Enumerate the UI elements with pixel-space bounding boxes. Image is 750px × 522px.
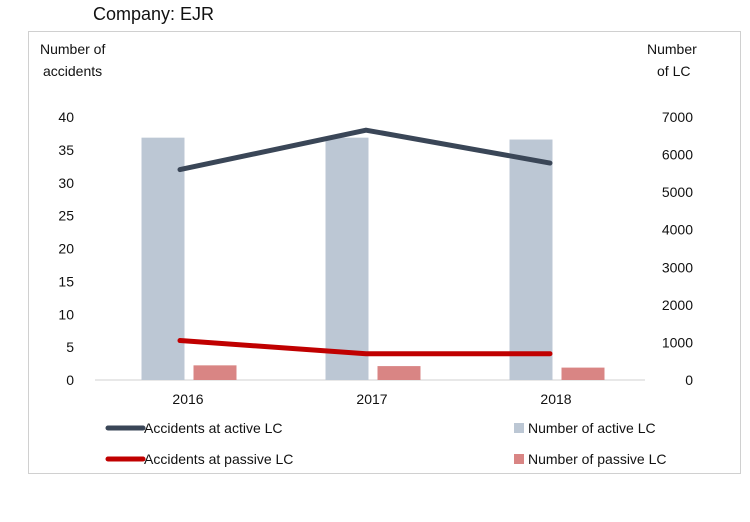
- company-title: Company: EJR: [93, 4, 215, 24]
- x-tick-label: 2018: [540, 391, 571, 407]
- right-tick-label: 4000: [662, 222, 693, 238]
- line-accidents-passive-lc: [177, 338, 553, 357]
- left-tick-label: 0: [66, 372, 74, 388]
- left-tick-label: 20: [58, 241, 74, 257]
- left-tick-label: 15: [58, 273, 74, 289]
- chart-frame: [28, 31, 741, 474]
- legend-swatch-active-lc: [514, 423, 524, 433]
- x-tick-label: 2016: [172, 391, 203, 407]
- right-axis-label-line1: Number: [647, 41, 697, 57]
- bar-active-lc-2017: [325, 137, 369, 380]
- right-tick-label: 0: [685, 372, 693, 388]
- left-axis-label-line2: accidents: [43, 63, 102, 79]
- right-tick-label: 1000: [662, 334, 693, 350]
- right-tick-label: 5000: [662, 184, 693, 200]
- left-tick-label: 25: [58, 208, 74, 224]
- left-tick-label: 30: [58, 175, 74, 191]
- x-tick-label: 2017: [356, 391, 387, 407]
- right-tick-label: 2000: [662, 297, 693, 313]
- legend-label-passive-lc: Number of passive LC: [528, 451, 667, 467]
- left-tick-label: 10: [58, 306, 74, 322]
- legend-label-accidents-passive-lc: Accidents at passive LC: [144, 451, 293, 467]
- bar-passive-lc-2018: [561, 367, 605, 380]
- bar-active-lc-2018: [509, 139, 553, 380]
- left-tick-label: 5: [66, 339, 74, 355]
- left-tick-label: 40: [58, 109, 74, 125]
- legend-swatch-passive-lc: [514, 454, 524, 464]
- right-tick-label: 6000: [662, 147, 693, 163]
- right-tick-label: 7000: [662, 109, 693, 125]
- bar-passive-lc-2016: [193, 365, 237, 380]
- bar-active-lc-2016: [141, 137, 185, 380]
- legend-label-accidents-active-lc: Accidents at active LC: [144, 420, 283, 436]
- legend-label-active-lc: Number of active LC: [528, 420, 656, 436]
- left-axis-label-line1: Number of: [40, 41, 105, 57]
- right-axis-label-line2: of LC: [657, 63, 690, 79]
- line-accidents-active-lc: [177, 127, 553, 173]
- left-tick-label: 35: [58, 142, 74, 158]
- right-tick-label: 3000: [662, 259, 693, 275]
- bar-passive-lc-2017: [377, 366, 421, 380]
